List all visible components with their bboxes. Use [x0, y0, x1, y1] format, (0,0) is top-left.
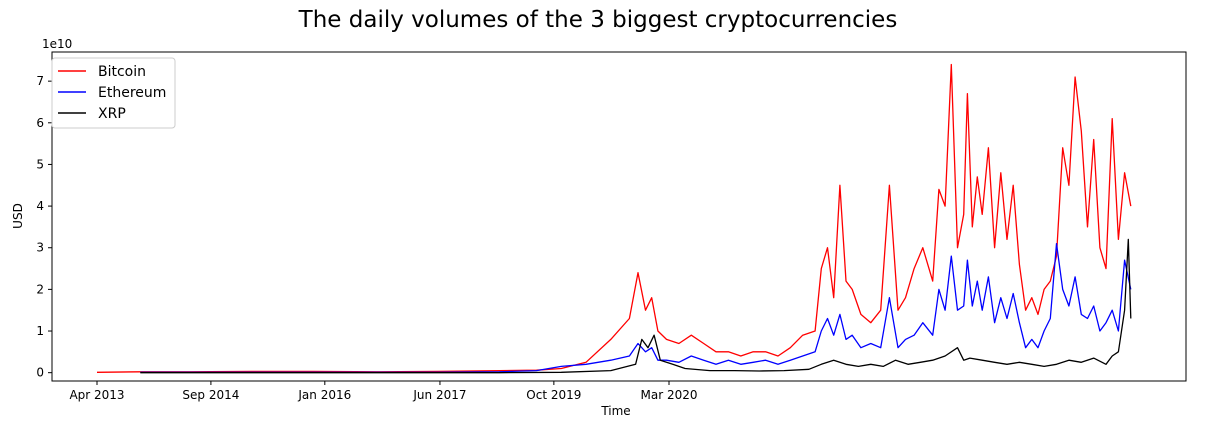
legend-label-ethereum: Ethereum — [98, 85, 166, 101]
series-layer — [96, 63, 1132, 374]
x-axis: Apr 2013 Sep 2014 Jan 2016 Jun 2017 Oct 2019… — [69, 381, 698, 402]
x-tick-label: Jun 2017 — [412, 388, 466, 402]
legend: Bitcoin Ethereum XRP — [51, 57, 176, 129]
chart-title: The daily volumes of the 3 biggest crypt… — [298, 7, 898, 33]
series-line-bitcoin — [96, 63, 1132, 373]
x-tick-label: Sep 2014 — [182, 388, 239, 402]
x-axis-label: Time — [600, 404, 630, 418]
y-axis: 0 1 2 3 4 5 6 7 — [36, 74, 52, 380]
x-tick-label: Oct 2019 — [526, 388, 581, 402]
y-offset-text: 1e10 — [42, 37, 72, 51]
legend-frame — [51, 57, 176, 129]
y-tick-label: 3 — [36, 241, 44, 255]
legend-label-xrp: XRP — [98, 106, 126, 122]
y-tick-label: 5 — [36, 157, 44, 171]
legend-label-bitcoin: Bitcoin — [98, 64, 146, 80]
plot-area — [51, 51, 1187, 382]
series-line-ethereum — [140, 242, 1132, 373]
y-tick-label: 7 — [36, 74, 44, 88]
x-tick-label: Mar 2020 — [641, 388, 698, 402]
series-line-xrp — [140, 238, 1132, 374]
x-tick-label: Apr 2013 — [69, 388, 124, 402]
y-tick-label: 1 — [36, 324, 44, 338]
y-tick-label: 6 — [36, 116, 44, 130]
y-tick-label: 2 — [36, 282, 44, 296]
x-tick-label: Jan 2016 — [297, 388, 351, 402]
y-tick-label: 0 — [36, 366, 44, 380]
y-tick-label: 4 — [36, 199, 44, 213]
y-axis-label: USD — [11, 203, 25, 229]
